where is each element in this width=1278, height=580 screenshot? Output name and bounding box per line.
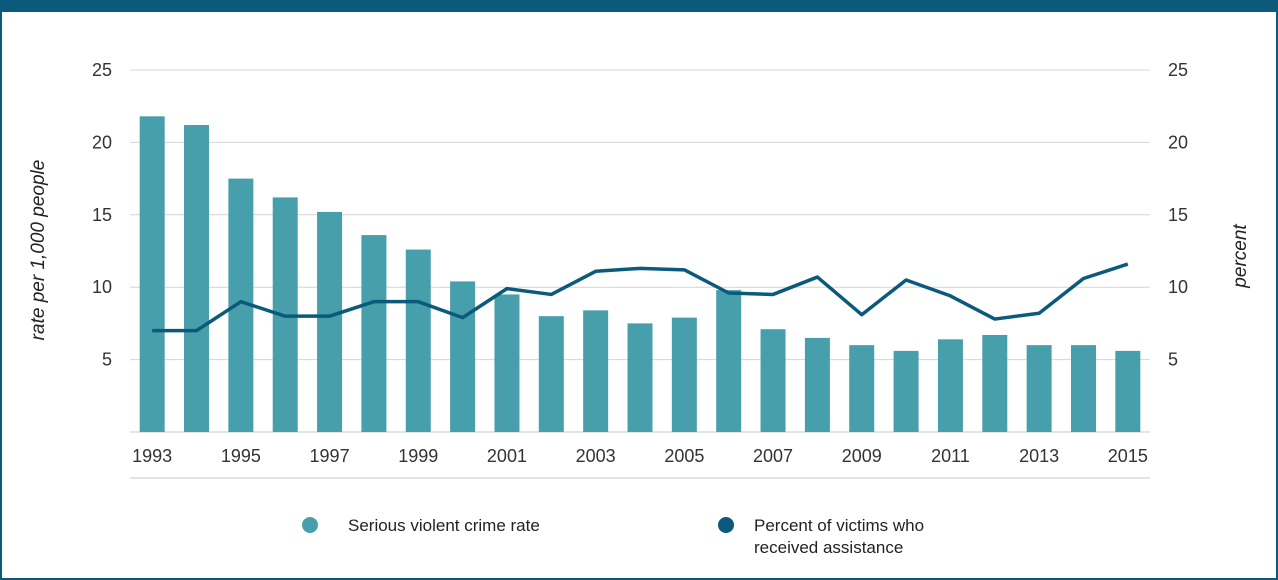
bar-2010 [893, 350, 919, 432]
x-tick-label: 1995 [221, 446, 261, 466]
x-tick-label: 2013 [1019, 446, 1059, 466]
bar-2007 [760, 329, 786, 432]
bar-2013 [1026, 345, 1052, 432]
line-path [152, 262, 1129, 333]
bar-2003 [583, 310, 609, 432]
y-tick-left: 10 [92, 277, 112, 297]
y-tick-right: 15 [1168, 205, 1188, 225]
legend-marker-line-series [718, 517, 734, 533]
y-tick-left: 20 [92, 132, 112, 152]
x-tick-label: 1993 [132, 446, 172, 466]
y-tick-right: 10 [1168, 277, 1188, 297]
bar-2000 [450, 281, 476, 432]
bar-2005 [671, 317, 697, 432]
bar-series [139, 116, 1141, 433]
bar-1993 [139, 116, 165, 432]
legend-label-line-series-line2: received assistance [754, 538, 903, 557]
y-tick-right: 5 [1168, 350, 1178, 370]
legend: Serious violent crime rate Percent of vi… [302, 516, 924, 557]
y-tick-left: 25 [92, 60, 112, 80]
legend-label-bar-series: Serious violent crime rate [348, 516, 540, 535]
bar-2002 [538, 316, 564, 432]
bar-2014 [1070, 345, 1096, 432]
bar-2006 [716, 290, 742, 432]
bar-1997 [317, 211, 343, 432]
bar-2015 [1115, 350, 1141, 432]
y-tick-left: 15 [92, 205, 112, 225]
x-tick-label: 2009 [842, 446, 882, 466]
x-tick-label: 2001 [487, 446, 527, 466]
x-axis-ticks: 1993 1995 1997 1999 2001 2003 2005 2007 2009 2011… [132, 446, 1148, 466]
x-tick-label: 1999 [398, 446, 438, 466]
bar-1998 [361, 235, 387, 432]
bar-2011 [937, 339, 963, 432]
bar-2008 [804, 337, 830, 432]
bar-2001 [494, 294, 520, 432]
legend-label-line-series-line1: Percent of victims who [754, 516, 924, 535]
y-tick-right: 20 [1168, 132, 1188, 152]
x-tick-label: 2007 [753, 446, 793, 466]
x-tick-label: 2011 [931, 446, 970, 466]
bar-2009 [849, 345, 875, 432]
x-tick-label: 1997 [310, 446, 350, 466]
bar-2012 [982, 334, 1008, 432]
y-axis-left-title: rate per 1,000 people [28, 160, 49, 341]
bar-2004 [627, 323, 653, 432]
y-axis-right-ticks: 5 10 15 20 25 [1168, 60, 1188, 370]
x-tick-label: 2005 [664, 446, 704, 466]
bar-1999 [405, 249, 431, 432]
bar-1994 [184, 125, 210, 433]
legend-marker-bar-series [302, 517, 318, 533]
y-tick-left: 5 [102, 350, 112, 370]
line-series [152, 262, 1129, 333]
y-axis-right-title: percent [1230, 224, 1251, 289]
y-tick-right: 25 [1168, 60, 1188, 80]
y-axis-left-ticks: 5 10 15 20 25 [92, 60, 112, 370]
x-tick-label: 2015 [1108, 446, 1148, 466]
x-tick-label: 2003 [576, 446, 616, 466]
